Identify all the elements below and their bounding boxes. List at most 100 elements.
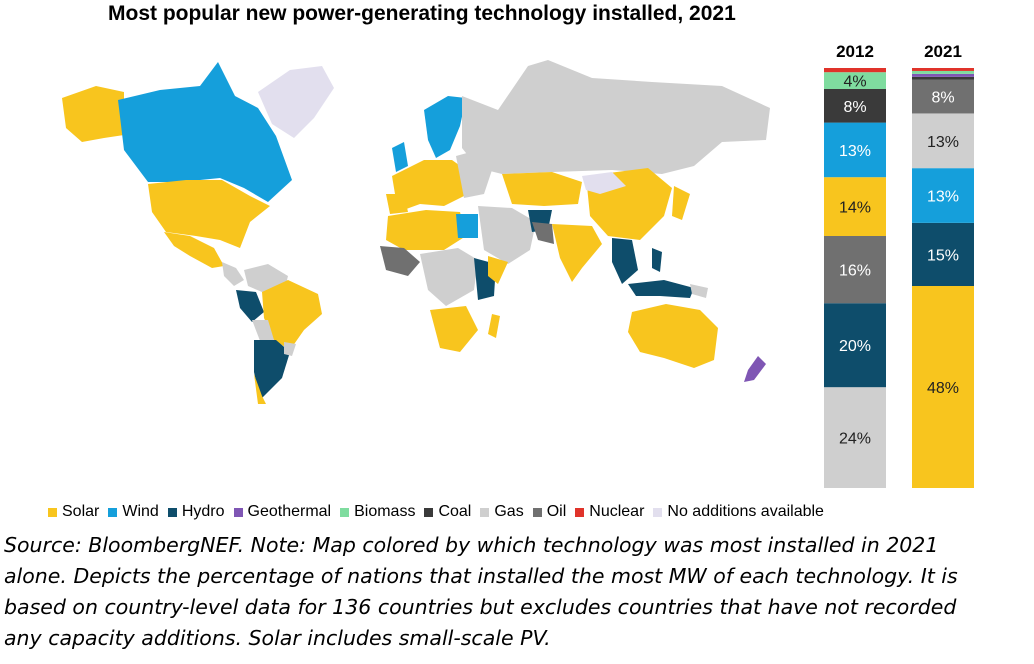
region-uk-ireland (392, 142, 408, 172)
legend-label: Coal (438, 503, 472, 520)
region-brazil (262, 280, 322, 350)
region-madagascar (488, 314, 500, 338)
region-india (552, 224, 602, 282)
region-greenland (258, 66, 334, 138)
bar-data-label: 13% (839, 143, 871, 160)
region-alaska (62, 86, 124, 142)
bar-segment-oil (912, 79, 974, 114)
bar-segment-hydro (912, 222, 974, 286)
source-line: any capacity additions. Solar includes s… (4, 626, 551, 650)
bar-segment-solar (912, 285, 974, 488)
region-central-america (222, 262, 244, 286)
stacked-bar-chart: 2012 24% 20% 16% 14% 13% 8% 4% 2021 48% 15% 13% 13% 8… (824, 42, 974, 488)
bar-data-label: 20% (839, 338, 871, 355)
region-southern-africa (430, 306, 478, 352)
legend-item: Wind (108, 503, 159, 521)
bar-data-label: 16% (839, 263, 871, 280)
region-mongolia (582, 172, 626, 194)
legend-item: No additions available (653, 503, 824, 521)
region-west-africa (380, 246, 420, 276)
source-line: based on country-level data for 136 coun… (4, 595, 957, 619)
chart-title: Most popular new power-generating techno… (108, 2, 736, 25)
world-map (62, 60, 770, 404)
legend-item: Oil (532, 503, 567, 521)
bar-segment-geothermal (912, 73, 974, 77)
region-colombia-venezuela (244, 264, 288, 292)
legend-label: Geothermal (247, 503, 332, 520)
bar-segment-coal (912, 76, 974, 80)
legend-label: Wind (122, 503, 159, 520)
region-uruguay (284, 342, 296, 356)
region-philippines (652, 248, 662, 272)
region-russia (462, 60, 770, 174)
bar-data-label: 4% (843, 74, 866, 91)
source-note: Source: BloombergNEF. Note: Map colored … (4, 530, 1030, 654)
region-mexico (164, 232, 224, 268)
legend-swatch (48, 507, 57, 517)
bar-segment-hydro (824, 303, 886, 388)
legend-swatch (575, 507, 585, 517)
region-usa (148, 180, 270, 248)
region-japan (672, 186, 690, 220)
legend-label: Solar (62, 503, 100, 520)
legend-item: Coal (424, 503, 471, 521)
legend-swatch (167, 507, 177, 517)
legend-swatch (480, 507, 490, 517)
legend-item: Hydro (167, 503, 225, 521)
bar-segment-gas (824, 387, 886, 488)
bar-year-label: 2021 (924, 42, 962, 61)
region-new-zealand (744, 356, 766, 382)
bar-data-label: 13% (927, 189, 959, 206)
legend-item: Solar (48, 503, 99, 521)
region-canada (118, 62, 292, 202)
bar-year-label: 2012 (836, 42, 874, 61)
bar-segment-wind (912, 168, 974, 223)
bar-segment-coal (824, 89, 886, 123)
region-southeast-asia (612, 238, 638, 284)
bar-data-label: 8% (931, 90, 954, 107)
region-scandinavia (424, 96, 466, 158)
bar-data-label: 13% (927, 134, 959, 151)
legend: Solar Wind Hydro Geothermal Biomass Coal Gas Oi… (48, 503, 833, 521)
region-western-europe (392, 160, 466, 212)
legend-swatch (233, 507, 243, 517)
legend-item: Gas (480, 503, 524, 521)
region-middle-east (478, 206, 536, 264)
bar-segment-nuclear (824, 68, 886, 73)
legend-item: Biomass (340, 503, 415, 521)
bar-data-label: 14% (839, 200, 871, 217)
map-south-america (236, 264, 322, 404)
bar-segment-oil (824, 236, 886, 304)
region-central-asia (502, 172, 582, 206)
region-iberia (386, 194, 408, 214)
region-horn-africa (488, 256, 508, 284)
legend-label: Biomass (354, 503, 416, 520)
region-peru-ecuador (236, 290, 264, 322)
bar-data-label: 15% (927, 247, 959, 264)
region-chile-argentina (254, 340, 290, 400)
region-indonesia (628, 280, 694, 298)
legend-swatch (653, 507, 663, 517)
map-europe (386, 96, 492, 214)
legend-label: Gas (494, 503, 524, 520)
legend-label: No additions available (667, 503, 824, 520)
region-north-africa (386, 210, 466, 250)
legend-swatch (108, 507, 118, 517)
bar-segment-solar (824, 177, 886, 236)
map-north-america (62, 62, 334, 286)
region-central-africa (420, 248, 478, 306)
map-russia-asia (462, 60, 770, 298)
map-oceania (628, 284, 766, 382)
legend-swatch (532, 507, 542, 517)
bar-data-label: 24% (839, 431, 871, 448)
source-line: Source: BloombergNEF. Note: Map colored … (4, 533, 939, 557)
region-egypt (456, 214, 478, 238)
legend-item: Geothermal (233, 503, 332, 521)
bar-segment-biomass (912, 70, 974, 74)
legend-label: Oil (546, 503, 567, 520)
bar-data-label: 48% (927, 380, 959, 397)
region-australia (628, 304, 718, 368)
region-pakistan (532, 222, 554, 244)
legend-swatch (340, 507, 350, 517)
source-line: alone. Depicts the percentage of nations… (4, 564, 958, 588)
